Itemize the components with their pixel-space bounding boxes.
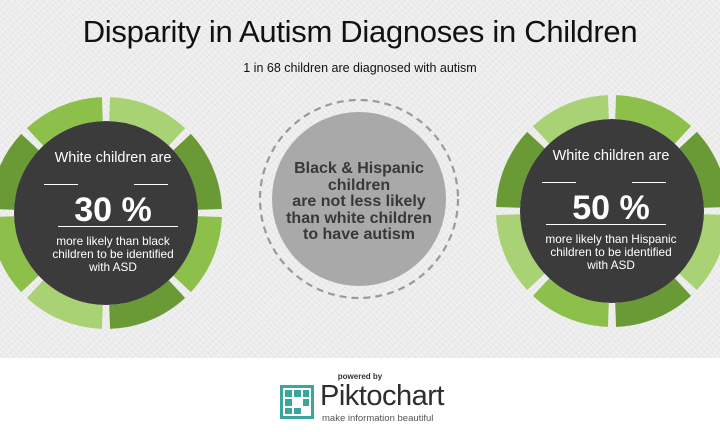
piktochart-logo-icon[interactable] [280,385,314,419]
right-stat-desc: more likely than Hispanic children to be… [494,233,720,272]
left-inner-disc [14,121,198,305]
page-subtitle: 1 in 68 children are diagnosed with auti… [243,61,477,75]
ring-segment [679,131,720,208]
right-ring-segments [496,95,720,327]
right-ring-graphic [496,95,720,327]
right-desc-line: more likely than Hispanic [545,232,677,246]
left-rule-1 [44,184,78,185]
right-desc-line: children to be identified [550,245,672,259]
left-stat-text: White children are 30 % more likely than… [0,95,224,331]
left-desc-line: with ASD [89,260,137,274]
center-stat-text: Black & Hispanic children are not less l… [255,160,463,244]
ring-segment [109,97,186,146]
brand-tagline: make information beautiful [322,413,434,424]
right-stat-value: 50 % [572,189,650,227]
right-stat-text: White children are 50 % more likely than… [494,93,720,329]
right-rule-1 [542,182,576,183]
center-dashed-outline [258,98,460,300]
footer: powered by Piktochart make information b… [0,358,720,432]
infographic-panel: Disparity in Autism Diagnoses in Childre… [0,0,720,358]
ring-segment [679,214,720,291]
left-ring-segments [0,97,222,329]
ring-segment [532,95,609,144]
center-line: children [327,176,391,194]
center-line: are not less likely [292,193,426,210]
right-stat-ring: White children are 50 % more likely than… [494,93,720,329]
page-title: Disparity in Autism Diagnoses in Childre… [82,14,638,49]
ring-segment [615,95,692,144]
right-rule-3 [546,224,666,225]
ring-segment [0,133,39,210]
center-stat-circle: Black & Hispanic children are not less l… [255,95,463,303]
left-rule-2 [134,184,168,185]
left-stat-value: 30 % [74,191,152,229]
ring-segment [173,133,222,210]
ring-segment [496,214,545,291]
left-stat-desc: more likely than black children to be id… [0,235,224,274]
ring-segment [532,278,609,327]
left-desc-line: more likely than black [56,234,170,248]
center-line: than white children [286,209,432,227]
right-desc-line: with ASD [587,258,635,272]
ring-segment [109,280,186,329]
piktochart-brand[interactable]: Piktochart [320,380,444,413]
right-inner-disc [520,119,704,303]
ring-segment [615,278,692,327]
right-rule-2 [632,182,666,183]
center-circle-graphic [258,98,460,300]
center-line: to have autism [302,226,416,243]
ring-segment [26,97,103,146]
left-stat-lead: White children are [54,150,172,166]
center-disc [272,112,446,286]
left-rule-3 [58,226,178,227]
left-stat-ring: White children are 30 % more likely than… [0,95,224,331]
powered-by-label: powered by [337,372,383,381]
left-ring-graphic [0,97,222,329]
brand-text: Piktochart [320,380,444,412]
ring-segment [496,131,545,208]
center-line: Black & Hispanic [294,160,424,177]
ring-segment [0,216,39,293]
ring-segment [173,216,222,293]
ring-segment [26,280,103,329]
left-desc-line: children to be identified [52,247,174,261]
right-stat-lead: White children are [552,148,670,164]
